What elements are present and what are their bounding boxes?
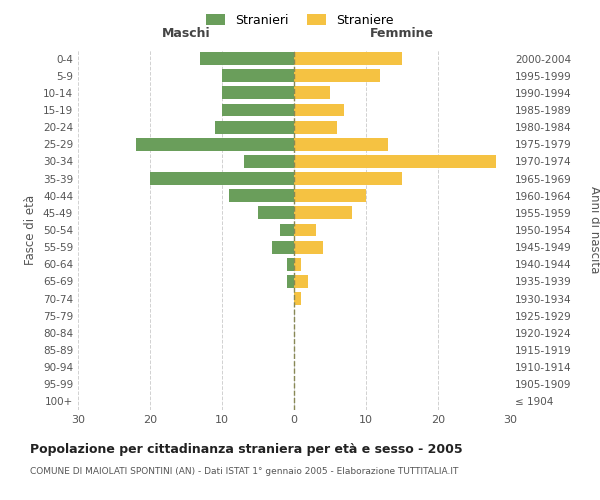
Bar xyxy=(294,104,344,117)
Bar xyxy=(222,70,294,82)
Bar xyxy=(244,155,294,168)
Bar xyxy=(287,258,294,270)
Bar xyxy=(272,240,294,254)
Bar xyxy=(294,155,496,168)
Y-axis label: Anni di nascita: Anni di nascita xyxy=(588,186,600,274)
Bar xyxy=(294,275,308,288)
Text: Popolazione per cittadinanza straniera per età e sesso - 2005: Popolazione per cittadinanza straniera p… xyxy=(30,442,463,456)
Bar xyxy=(294,120,337,134)
Bar xyxy=(294,258,301,270)
Legend: Stranieri, Straniere: Stranieri, Straniere xyxy=(202,8,398,32)
Bar xyxy=(294,172,402,185)
Bar xyxy=(294,206,352,220)
Bar xyxy=(294,292,301,305)
Text: Maschi: Maschi xyxy=(161,26,211,40)
Bar xyxy=(294,70,380,82)
Bar xyxy=(150,172,294,185)
Bar xyxy=(294,240,323,254)
Bar xyxy=(294,190,366,202)
Bar xyxy=(229,190,294,202)
Bar xyxy=(222,104,294,117)
Text: COMUNE DI MAIOLATI SPONTINI (AN) - Dati ISTAT 1° gennaio 2005 - Elaborazione TUT: COMUNE DI MAIOLATI SPONTINI (AN) - Dati … xyxy=(30,468,458,476)
Bar xyxy=(287,275,294,288)
Bar xyxy=(136,138,294,150)
Bar xyxy=(200,52,294,65)
Bar xyxy=(294,86,330,100)
Bar xyxy=(258,206,294,220)
Bar xyxy=(294,52,402,65)
Bar xyxy=(294,224,316,236)
Text: Femmine: Femmine xyxy=(370,26,434,40)
Bar xyxy=(280,224,294,236)
Bar xyxy=(222,86,294,100)
Bar xyxy=(294,138,388,150)
Bar xyxy=(215,120,294,134)
Y-axis label: Fasce di età: Fasce di età xyxy=(25,195,37,265)
